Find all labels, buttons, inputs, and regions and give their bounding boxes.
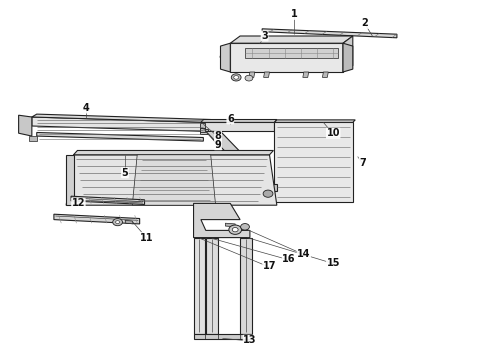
Circle shape [263, 190, 273, 197]
Text: 17: 17 [263, 261, 276, 271]
Polygon shape [262, 29, 397, 38]
Text: 13: 13 [243, 335, 257, 345]
Text: 7: 7 [359, 158, 366, 168]
Circle shape [116, 221, 120, 224]
Polygon shape [264, 72, 270, 77]
Circle shape [231, 74, 241, 81]
Text: 11: 11 [140, 233, 154, 243]
Text: 12: 12 [72, 198, 85, 208]
Polygon shape [240, 238, 252, 334]
Polygon shape [32, 117, 206, 131]
Text: 5: 5 [122, 168, 128, 178]
Polygon shape [274, 122, 353, 202]
Polygon shape [303, 72, 309, 77]
Polygon shape [230, 36, 353, 43]
Polygon shape [249, 72, 255, 77]
Text: 14: 14 [297, 249, 311, 259]
Text: 1: 1 [291, 9, 297, 19]
Circle shape [113, 219, 122, 226]
Text: 15: 15 [326, 258, 340, 268]
Polygon shape [206, 131, 274, 187]
Circle shape [229, 225, 242, 234]
Polygon shape [32, 114, 211, 122]
Circle shape [245, 75, 253, 81]
Circle shape [241, 224, 249, 230]
Polygon shape [245, 48, 338, 58]
Polygon shape [225, 223, 235, 227]
Polygon shape [19, 115, 32, 136]
Polygon shape [66, 155, 74, 205]
Polygon shape [343, 36, 353, 72]
Polygon shape [220, 43, 230, 72]
Polygon shape [125, 220, 133, 224]
Polygon shape [37, 132, 203, 141]
Text: 8: 8 [215, 131, 221, 141]
Polygon shape [200, 128, 205, 132]
Polygon shape [274, 120, 355, 122]
Polygon shape [260, 184, 277, 191]
Text: 6: 6 [227, 114, 234, 124]
Polygon shape [194, 334, 252, 339]
Polygon shape [54, 214, 140, 224]
Polygon shape [29, 136, 37, 141]
Polygon shape [206, 238, 218, 334]
Polygon shape [322, 72, 328, 77]
Circle shape [232, 228, 238, 232]
Text: 16: 16 [282, 254, 296, 264]
Polygon shape [201, 120, 277, 122]
Polygon shape [200, 123, 205, 128]
Polygon shape [71, 196, 145, 204]
Text: 9: 9 [215, 140, 221, 150]
Polygon shape [194, 238, 205, 334]
Polygon shape [230, 43, 343, 72]
Polygon shape [201, 122, 274, 131]
Polygon shape [66, 155, 277, 205]
Circle shape [234, 76, 239, 79]
Polygon shape [343, 43, 353, 72]
Text: 3: 3 [261, 31, 268, 41]
Polygon shape [200, 129, 208, 134]
Text: 4: 4 [82, 103, 89, 113]
Polygon shape [132, 155, 216, 205]
Text: 2: 2 [362, 18, 368, 28]
Polygon shape [74, 150, 273, 155]
Polygon shape [194, 203, 250, 238]
Text: 10: 10 [326, 128, 340, 138]
